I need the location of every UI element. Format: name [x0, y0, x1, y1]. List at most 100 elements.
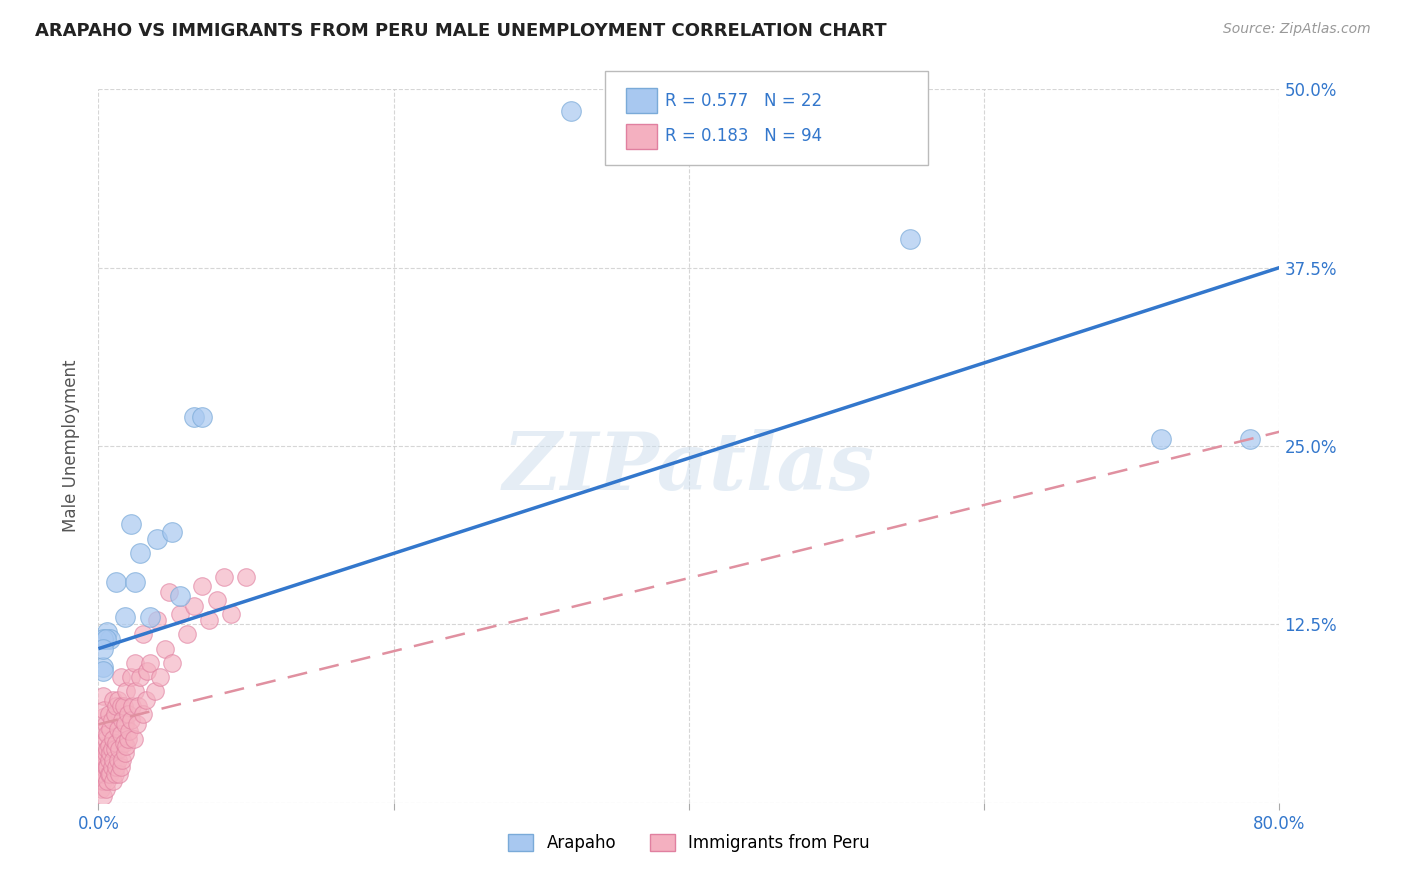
- Point: [98, 767, 121, 781]
- Point: [91, 689, 114, 703]
- Point: [124, 656, 146, 670]
- Point: [560, 103, 582, 118]
- Point: [104, 767, 127, 781]
- Point: [162, 656, 183, 670]
- Point: [114, 746, 136, 760]
- Point: [94, 746, 117, 760]
- Point: [146, 613, 169, 627]
- Point: [103, 774, 125, 789]
- Text: R = 0.577   N = 22: R = 0.577 N = 22: [665, 92, 823, 110]
- Point: [93, 724, 115, 739]
- Point: [128, 546, 150, 560]
- Point: [117, 731, 139, 746]
- Point: [90, 753, 112, 767]
- Point: [900, 232, 922, 246]
- Point: [110, 670, 132, 684]
- Point: [91, 760, 114, 774]
- Point: [124, 684, 146, 698]
- Point: [104, 707, 127, 722]
- Point: [136, 665, 159, 679]
- Point: [191, 410, 214, 425]
- Point: [117, 707, 139, 722]
- Point: [139, 656, 162, 670]
- Point: [120, 517, 142, 532]
- Point: [122, 731, 145, 746]
- Point: [96, 741, 118, 756]
- Text: ARAPAHO VS IMMIGRANTS FROM PERU MALE UNEMPLOYMENT CORRELATION CHART: ARAPAHO VS IMMIGRANTS FROM PERU MALE UNE…: [35, 22, 887, 40]
- Point: [94, 781, 117, 796]
- Point: [96, 727, 118, 741]
- Point: [89, 774, 111, 789]
- Point: [124, 574, 146, 589]
- Point: [91, 774, 114, 789]
- Point: [96, 624, 118, 639]
- Point: [1239, 432, 1261, 446]
- Point: [98, 722, 121, 736]
- Point: [103, 753, 125, 767]
- Point: [139, 610, 162, 624]
- Point: [198, 613, 221, 627]
- Point: [98, 746, 121, 760]
- Point: [103, 731, 125, 746]
- Point: [235, 570, 257, 584]
- Point: [143, 684, 166, 698]
- Point: [127, 698, 149, 713]
- Point: [114, 717, 136, 731]
- Point: [105, 760, 128, 774]
- Point: [100, 760, 122, 774]
- Point: [120, 713, 142, 727]
- Y-axis label: Male Unemployment: Male Unemployment: [62, 359, 80, 533]
- Point: [91, 710, 114, 724]
- Point: [94, 731, 117, 746]
- Point: [169, 589, 191, 603]
- Point: [89, 760, 111, 774]
- Point: [111, 753, 134, 767]
- Point: [96, 774, 118, 789]
- Point: [105, 736, 128, 750]
- Point: [90, 739, 112, 753]
- Point: [103, 693, 125, 707]
- Point: [112, 698, 135, 713]
- Point: [97, 753, 120, 767]
- Point: [100, 713, 122, 727]
- Point: [97, 739, 120, 753]
- Point: [205, 593, 228, 607]
- Point: [212, 570, 235, 584]
- Point: [97, 707, 120, 722]
- Legend: Arapaho, Immigrants from Peru: Arapaho, Immigrants from Peru: [502, 827, 876, 859]
- Point: [107, 722, 129, 736]
- Point: [93, 703, 115, 717]
- Text: R = 0.183   N = 94: R = 0.183 N = 94: [665, 128, 823, 145]
- Point: [93, 753, 115, 767]
- Point: [87, 767, 110, 781]
- Point: [162, 524, 183, 539]
- Point: [183, 410, 205, 425]
- Point: [110, 760, 132, 774]
- Point: [157, 584, 180, 599]
- Point: [183, 599, 205, 613]
- Point: [90, 781, 112, 796]
- Point: [98, 632, 121, 646]
- Point: [112, 736, 135, 750]
- Point: [176, 627, 198, 641]
- Point: [125, 717, 148, 731]
- Point: [149, 670, 172, 684]
- Point: [153, 641, 176, 656]
- Point: [110, 698, 132, 713]
- Point: [89, 746, 111, 760]
- Point: [107, 693, 129, 707]
- Text: Source: ZipAtlas.com: Source: ZipAtlas.com: [1223, 22, 1371, 37]
- Point: [111, 713, 134, 727]
- Point: [118, 724, 141, 739]
- Point: [1150, 432, 1173, 446]
- Point: [146, 532, 169, 546]
- Point: [191, 579, 214, 593]
- Point: [108, 767, 131, 781]
- Point: [91, 665, 114, 679]
- Point: [115, 739, 138, 753]
- Point: [114, 610, 136, 624]
- Point: [105, 698, 128, 713]
- Point: [91, 789, 114, 803]
- Point: [96, 760, 118, 774]
- Point: [90, 767, 112, 781]
